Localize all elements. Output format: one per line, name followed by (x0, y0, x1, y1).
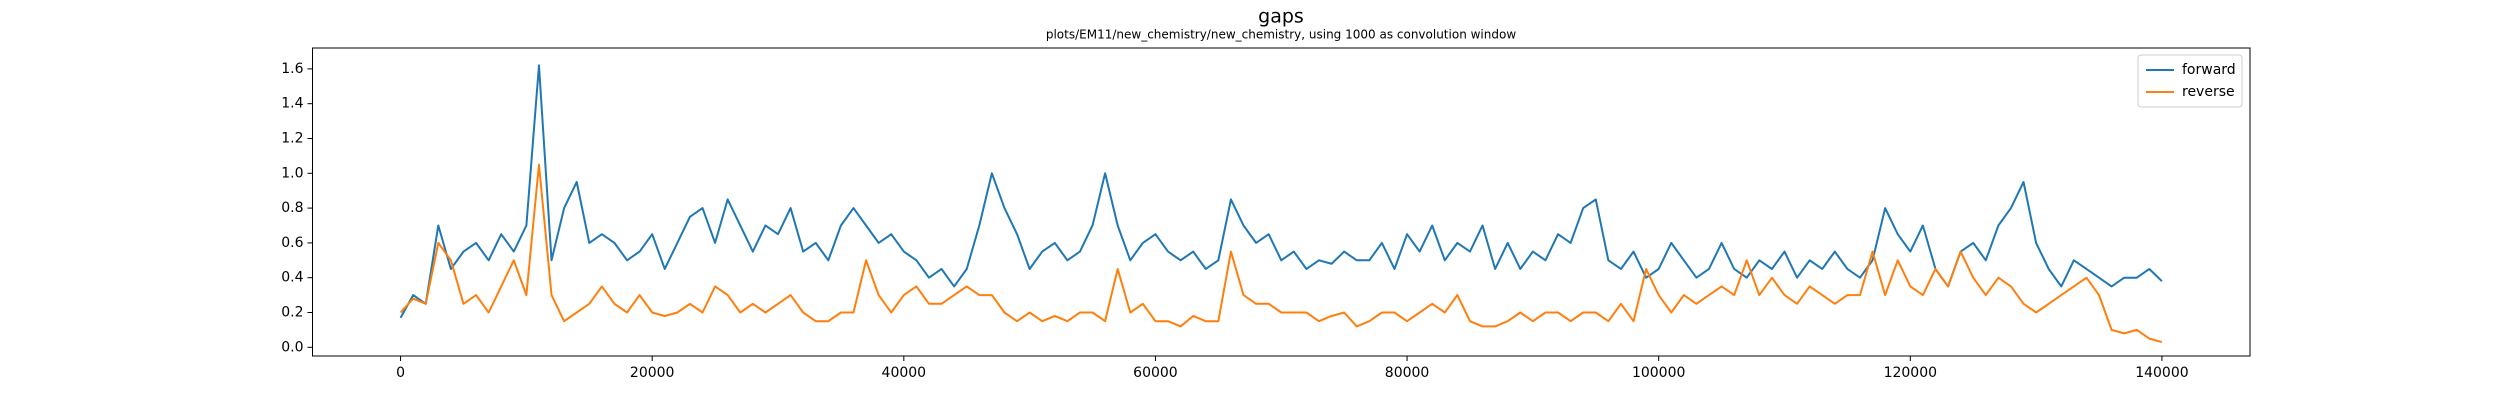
x-tick-label: 20000 (630, 365, 675, 381)
y-tick-label: 1.2 (281, 130, 303, 146)
legend-box (2137, 54, 2243, 108)
x-tick-label: 60000 (1133, 365, 1178, 381)
x-tick-label: 40000 (882, 365, 927, 381)
legend-label: forward (2182, 62, 2236, 78)
y-tick-label: 0.6 (281, 235, 303, 251)
axes-frame (312, 47, 2251, 357)
x-tick-label: 80000 (1385, 365, 1430, 381)
x-tick-label: 0 (396, 365, 405, 381)
series-line (399, 163, 2163, 344)
series-line (399, 64, 2163, 319)
y-tick-label: 0.8 (281, 200, 303, 216)
legend-label: reverse (2182, 84, 2235, 100)
y-tick-label: 1.4 (281, 96, 303, 112)
chart-subtitle: plots/EM11/new_chemistry/new_chemistry, … (1046, 28, 1516, 42)
y-tick-label: 0.4 (281, 270, 303, 286)
y-tick-label: 1.0 (281, 165, 303, 181)
x-tick-label: 140000 (2135, 365, 2188, 381)
y-tick-label: 1.6 (281, 61, 303, 77)
y-tick-label: 0.2 (281, 304, 303, 320)
x-tick-label: 120000 (1884, 365, 1937, 381)
y-tick-label: 0.0 (281, 339, 303, 355)
chart-title: gaps (1258, 6, 1304, 28)
x-tick-label: 100000 (1632, 365, 1685, 381)
